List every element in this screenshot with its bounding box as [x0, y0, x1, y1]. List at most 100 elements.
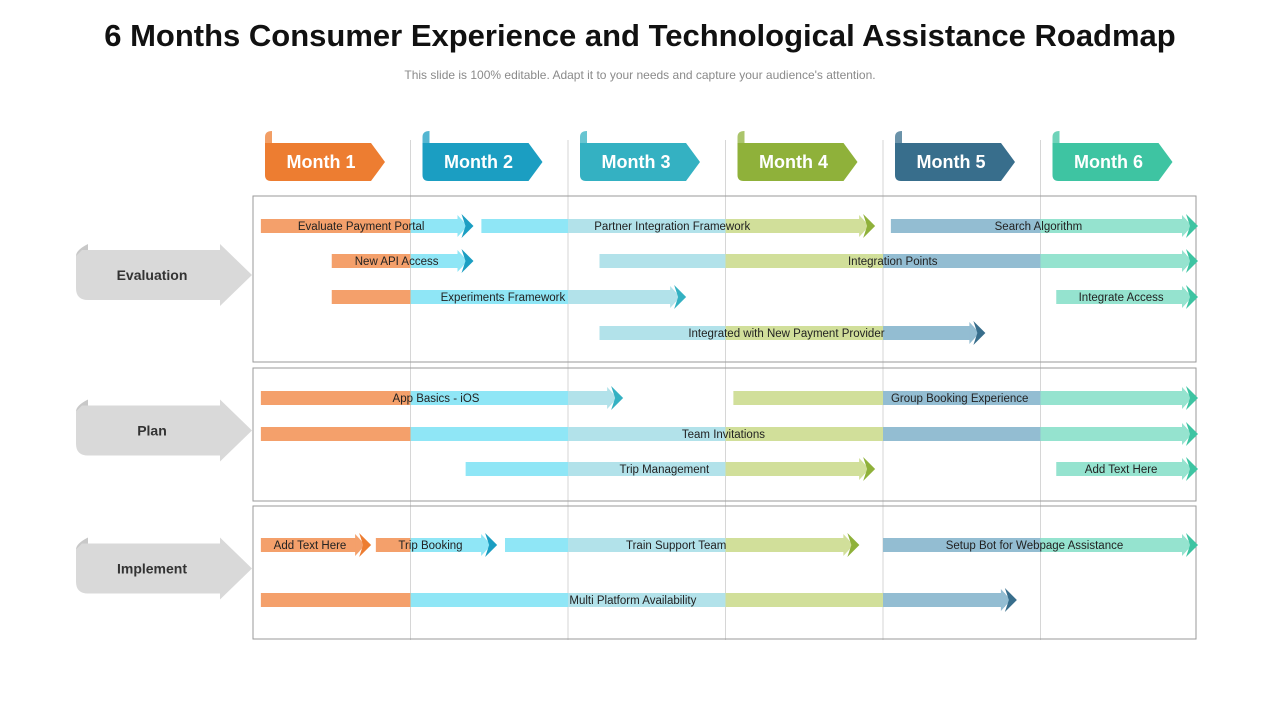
task-bar-body	[890, 219, 1186, 233]
task-bar: Group Booking Experience	[733, 386, 1198, 410]
task-label: Add Text Here	[274, 540, 347, 552]
month-ribbon	[265, 143, 385, 181]
month-header: Month 1	[265, 131, 385, 181]
task-arrow-head	[1182, 458, 1192, 480]
task-bar-body	[505, 538, 848, 552]
task-bar-body	[599, 254, 1186, 268]
task-arrow-tip	[1186, 285, 1198, 309]
stage-arrow: Evaluation	[76, 244, 252, 306]
month-label: Month 2	[444, 152, 513, 172]
task-bar-body	[465, 462, 864, 476]
month-ribbon	[737, 143, 858, 181]
task-arrow-head	[969, 322, 980, 344]
task-arrow-head	[355, 534, 366, 556]
task-bar-body	[883, 538, 1186, 552]
task-label: Experiments Framework	[441, 292, 566, 304]
month-ribbon-fold	[737, 131, 745, 143]
task-arrow-head	[1182, 286, 1192, 308]
task-label: Add Text Here	[1085, 464, 1158, 476]
task-bar: Add Text Here	[260, 533, 372, 557]
task-arrow-head	[1182, 387, 1192, 409]
task-label: Group Booking Experience	[891, 393, 1028, 405]
task-bar-body	[260, 427, 1186, 441]
task-arrow-tip	[461, 249, 474, 273]
task-label: Integration Points	[848, 256, 938, 268]
stage-arrow-body	[76, 399, 252, 462]
task-arrow-head	[481, 534, 492, 556]
task-arrow-tip	[863, 214, 876, 238]
task-bar: Partner Integration Framework	[481, 214, 876, 238]
task-bar-body	[375, 538, 486, 552]
task-arrow-tip	[1186, 533, 1198, 557]
task-bar: Trip Management	[465, 457, 876, 481]
task-bar-body	[1056, 290, 1186, 304]
stage-arrow: Plan	[76, 399, 252, 462]
task-arrow-tip	[674, 285, 687, 309]
task-arrow-head	[457, 250, 468, 272]
month-label: Month 1	[287, 152, 356, 172]
task-bar-body	[260, 593, 1005, 607]
month-label: Month 3	[602, 152, 671, 172]
task-arrow-head	[859, 215, 870, 237]
task-arrow-tip	[1186, 214, 1198, 238]
month-ribbon	[895, 143, 1015, 181]
month-ribbon-fold	[580, 131, 587, 143]
task-label: Partner Integration Framework	[594, 221, 750, 233]
stage-box	[252, 195, 1197, 363]
task-arrow-tip	[611, 386, 624, 410]
task-arrow-tip	[359, 533, 372, 557]
task-bar: New API Access	[331, 249, 474, 273]
task-bar-body	[331, 290, 675, 304]
task-arrow-tip	[485, 533, 498, 557]
task-arrow-head	[1182, 215, 1192, 237]
task-label: Integrate Access	[1079, 292, 1164, 304]
task-label: Setup Bot for Webpage Assistance	[946, 540, 1124, 552]
task-bar: Search Algorithm	[890, 214, 1198, 238]
task-bar: Integrated with New Payment Provider	[599, 321, 986, 345]
month-ribbon-fold	[1052, 131, 1060, 143]
task-arrow-tip	[863, 457, 876, 481]
task-label: Team Invitations	[682, 429, 765, 441]
task-arrow-head	[1182, 423, 1192, 445]
task-arrow-head	[457, 215, 468, 237]
task-arrow-head	[1182, 534, 1192, 556]
task-label: New API Access	[355, 256, 439, 268]
task-bar-body	[260, 391, 612, 405]
task-bar-body	[260, 219, 462, 233]
month-label: Month 5	[917, 152, 986, 172]
task-arrow-tip	[973, 321, 986, 345]
task-arrow-head	[1000, 589, 1011, 611]
task-bar-body	[733, 391, 1186, 405]
task-arrow-tip	[1186, 457, 1198, 481]
task-bar: Evaluate Payment Portal	[260, 214, 474, 238]
task-label: Integrated with New Payment Provider	[688, 328, 884, 340]
month-ribbon	[422, 143, 543, 181]
slide-subtitle: This slide is 100% editable. Adapt it to…	[404, 68, 876, 82]
month-header: Month 6	[1052, 131, 1173, 181]
task-label: Evaluate Payment Portal	[298, 221, 425, 233]
task-bar: Team Invitations	[260, 422, 1198, 446]
month-ribbon	[1052, 143, 1173, 181]
month-header: Month 3	[580, 131, 700, 181]
month-label: Month 6	[1074, 152, 1143, 172]
stage-label: Implement	[117, 561, 187, 577]
task-bar-body	[481, 219, 864, 233]
task-bar-body	[1056, 462, 1186, 476]
slide-title: 6 Months Consumer Experience and Technol…	[104, 18, 1176, 53]
task-arrow-head	[843, 534, 854, 556]
task-bar: Setup Bot for Webpage Assistance	[883, 533, 1198, 557]
task-arrow-tip	[847, 533, 860, 557]
stage-arrow-body	[76, 244, 252, 306]
task-bar: App Basics - iOS	[260, 386, 624, 410]
task-label: Train Support Team	[626, 540, 726, 552]
month-ribbon	[580, 143, 700, 181]
task-arrow-tip	[1004, 588, 1017, 612]
stage-box	[252, 505, 1197, 640]
task-label: Trip Booking	[398, 540, 462, 552]
stage-label: Plan	[137, 423, 167, 439]
stage-label: Evaluation	[117, 267, 188, 283]
task-bar-body	[599, 326, 974, 340]
task-label: App Basics - iOS	[393, 393, 480, 405]
task-bar: Experiments Framework	[331, 285, 687, 309]
